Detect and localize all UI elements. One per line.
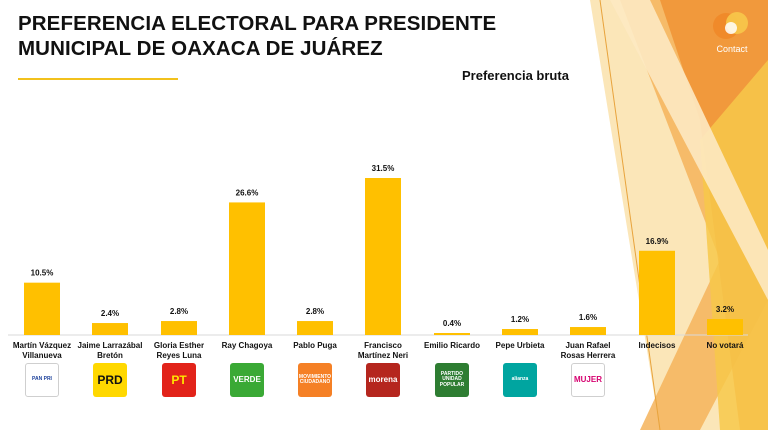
bar [434,333,470,335]
category-label: Juan Rafael Rosas Herrera [561,341,616,360]
category-label: Jaime Larrazábal Bretón [78,341,143,360]
bar [707,319,743,335]
bar [92,323,128,335]
category-label: Martín Vázquez Villanueva [13,341,71,360]
category-label: No votará [707,341,744,350]
bar [229,202,265,335]
category-label: Ray Chagoya [222,341,273,350]
morena-logo: morena [366,363,400,397]
data-label: 0.4% [443,319,461,328]
bar [502,329,538,335]
category-label: Pablo Puga [293,341,337,350]
data-label: 2.8% [170,307,188,316]
data-label: 1.6% [579,313,597,322]
decor-shape-5 [610,0,768,300]
pan-pri-logo: PAN PRI [25,363,59,397]
category-label: Francisco Martínez Neri [358,341,408,360]
data-label: 31.5% [372,164,395,173]
bar [161,321,197,335]
category-label: Pepe Urbieta [496,341,545,350]
mujer-logo: MUJER [571,363,605,397]
brand-logo: Contact [704,6,760,56]
contact-logo-icon [713,12,748,39]
bar [24,282,60,335]
data-label: 3.2% [716,305,734,314]
decor-line [599,0,661,430]
page-title: PREFERENCIA ELECTORAL PARA PRESIDENTE MU… [18,12,497,60]
chart-subtitle: Preferencia bruta [462,68,569,83]
nueva-alianza-logo: alianza [503,363,537,397]
data-label: 1.2% [511,315,529,324]
data-label: 2.4% [101,309,119,318]
category-label: Indecisos [639,341,676,350]
prd-logo: PRD [93,363,127,397]
data-label: 2.8% [306,307,324,316]
pt-logo: PT [162,363,196,397]
verde-logo: VERDE [230,363,264,397]
bar [570,327,606,335]
data-label: 26.6% [236,188,259,197]
category-label: Emilio Ricardo [424,341,480,350]
bar [365,178,401,335]
brand-name: Contact [716,44,748,54]
unidad-popular-logo: PARTIDO UNIDAD POPULAR [435,363,469,397]
title-underline [18,78,178,80]
data-label: 10.5% [31,269,54,278]
category-label: Gloria Esther Reyes Luna [154,341,204,360]
movimiento-ciudadano-logo: MOVIMIENTO CIUDADANO [298,363,332,397]
data-label: 16.9% [646,237,669,246]
bar [297,321,333,335]
bar [639,250,675,335]
